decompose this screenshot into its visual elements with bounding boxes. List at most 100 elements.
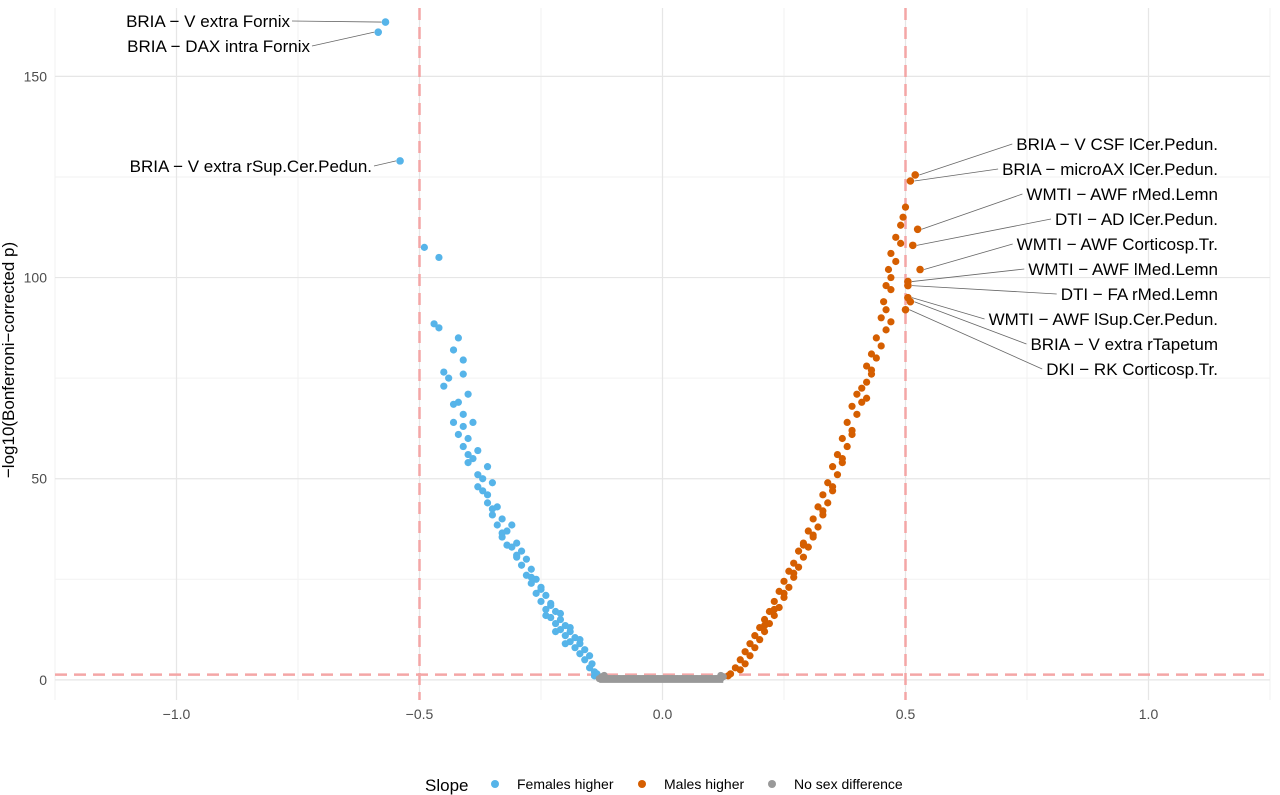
data-point	[513, 539, 521, 547]
data-point	[581, 646, 589, 654]
data-point	[809, 515, 817, 523]
data-point	[537, 597, 545, 606]
label-leader-line	[921, 193, 1023, 230]
data-point	[799, 541, 808, 549]
data-point	[785, 583, 793, 591]
point-label: BRIA − V extra rTapetum	[1030, 335, 1218, 354]
data-point	[547, 599, 555, 608]
data-point	[833, 471, 842, 479]
data-point	[435, 253, 443, 262]
y-tick-label: 100	[24, 270, 48, 286]
data-point	[867, 366, 876, 374]
data-point	[824, 499, 832, 507]
point-label: WMTI − AWF lMed.Lemn	[1028, 260, 1218, 279]
label-leader-line	[911, 285, 1057, 295]
y-tick-label: 0	[39, 672, 47, 688]
data-point	[420, 243, 428, 251]
data-point	[824, 479, 832, 487]
data-point	[542, 605, 550, 614]
data-point	[474, 446, 482, 455]
data-point	[586, 652, 594, 660]
data-point	[858, 384, 866, 392]
data-point	[809, 531, 817, 539]
highlighted-point	[911, 171, 920, 179]
label-leader-line	[914, 168, 999, 182]
data-point	[571, 644, 579, 652]
data-point	[459, 410, 467, 418]
data-point	[542, 611, 550, 620]
data-point	[794, 547, 803, 555]
data-point	[897, 239, 905, 247]
data-point	[483, 463, 492, 471]
reference-lines	[55, 8, 1270, 700]
y-axis-ticks: 0 50 100 150	[24, 68, 48, 687]
highlighted-point	[906, 177, 915, 185]
x-tick-label: 1.0	[1139, 706, 1159, 722]
data-point	[522, 555, 531, 563]
x-tick-label: −0.5	[406, 706, 434, 722]
label-leader-line	[914, 301, 1027, 345]
data-point	[829, 483, 837, 491]
data-point	[819, 507, 827, 515]
highlighted-point	[381, 18, 390, 26]
data-point	[736, 666, 744, 674]
label-leader-line	[291, 20, 382, 23]
data-point	[756, 636, 764, 644]
data-point	[887, 273, 895, 282]
data-point	[863, 394, 871, 402]
data-point	[746, 640, 754, 648]
point-label: DTI − AD lCer.Pedun.	[1055, 210, 1218, 229]
data-point	[790, 569, 798, 577]
data-point	[576, 636, 584, 644]
data-point	[814, 503, 822, 511]
label-leader-line	[909, 309, 1043, 370]
data-point	[794, 563, 803, 571]
data-point	[474, 471, 482, 479]
data-point	[751, 632, 759, 640]
data-point	[464, 390, 472, 398]
label-leader-line	[923, 243, 1013, 270]
y-tick-label: 150	[24, 68, 48, 84]
data-point	[435, 324, 443, 332]
point-label: WMTI − AWF lSup.Cer.Pedun.	[989, 310, 1218, 329]
highlighted-point	[396, 157, 404, 165]
data-point	[770, 611, 778, 620]
point-label: BRIA − V CSF lCer.Pedun.	[1016, 135, 1218, 154]
label-leader-line	[373, 160, 397, 167]
data-point	[483, 491, 492, 499]
no-difference-band	[599, 675, 724, 683]
data-point	[445, 374, 453, 382]
data-point	[819, 491, 827, 499]
data-point	[872, 354, 880, 362]
data-point	[556, 615, 565, 624]
data-point	[498, 529, 506, 537]
data-point	[488, 505, 496, 513]
x-tick-label: −1.0	[163, 706, 191, 722]
data-point	[770, 605, 778, 614]
y-tick-label: 50	[31, 471, 47, 487]
point-label: BRIA − V extra Fornix	[126, 12, 290, 31]
legend-swatch	[638, 780, 646, 788]
data-point	[751, 644, 759, 652]
label-leader-line	[919, 143, 1013, 176]
point-label: WMTI − AWF rMed.Lemn	[1026, 185, 1218, 204]
data-point	[838, 455, 846, 463]
data-point	[440, 368, 448, 376]
data-point	[877, 314, 885, 322]
point-label: DTI − FA rMed.Lemn	[1061, 285, 1218, 304]
legend-entry-label: Females higher	[517, 776, 614, 792]
data-point	[474, 483, 482, 491]
highlighted-point	[374, 28, 382, 36]
data-point	[527, 565, 535, 573]
data-point	[892, 233, 900, 241]
data-point	[537, 585, 545, 593]
data-point	[581, 656, 589, 664]
data-point	[513, 551, 521, 559]
data-point	[551, 628, 560, 636]
point-label: WMTI − AWF Corticosp.Tr.	[1017, 235, 1218, 254]
x-tick-label: 0.0	[653, 706, 673, 722]
data-point	[464, 459, 472, 467]
data-point	[459, 356, 467, 364]
data-point	[853, 410, 861, 418]
